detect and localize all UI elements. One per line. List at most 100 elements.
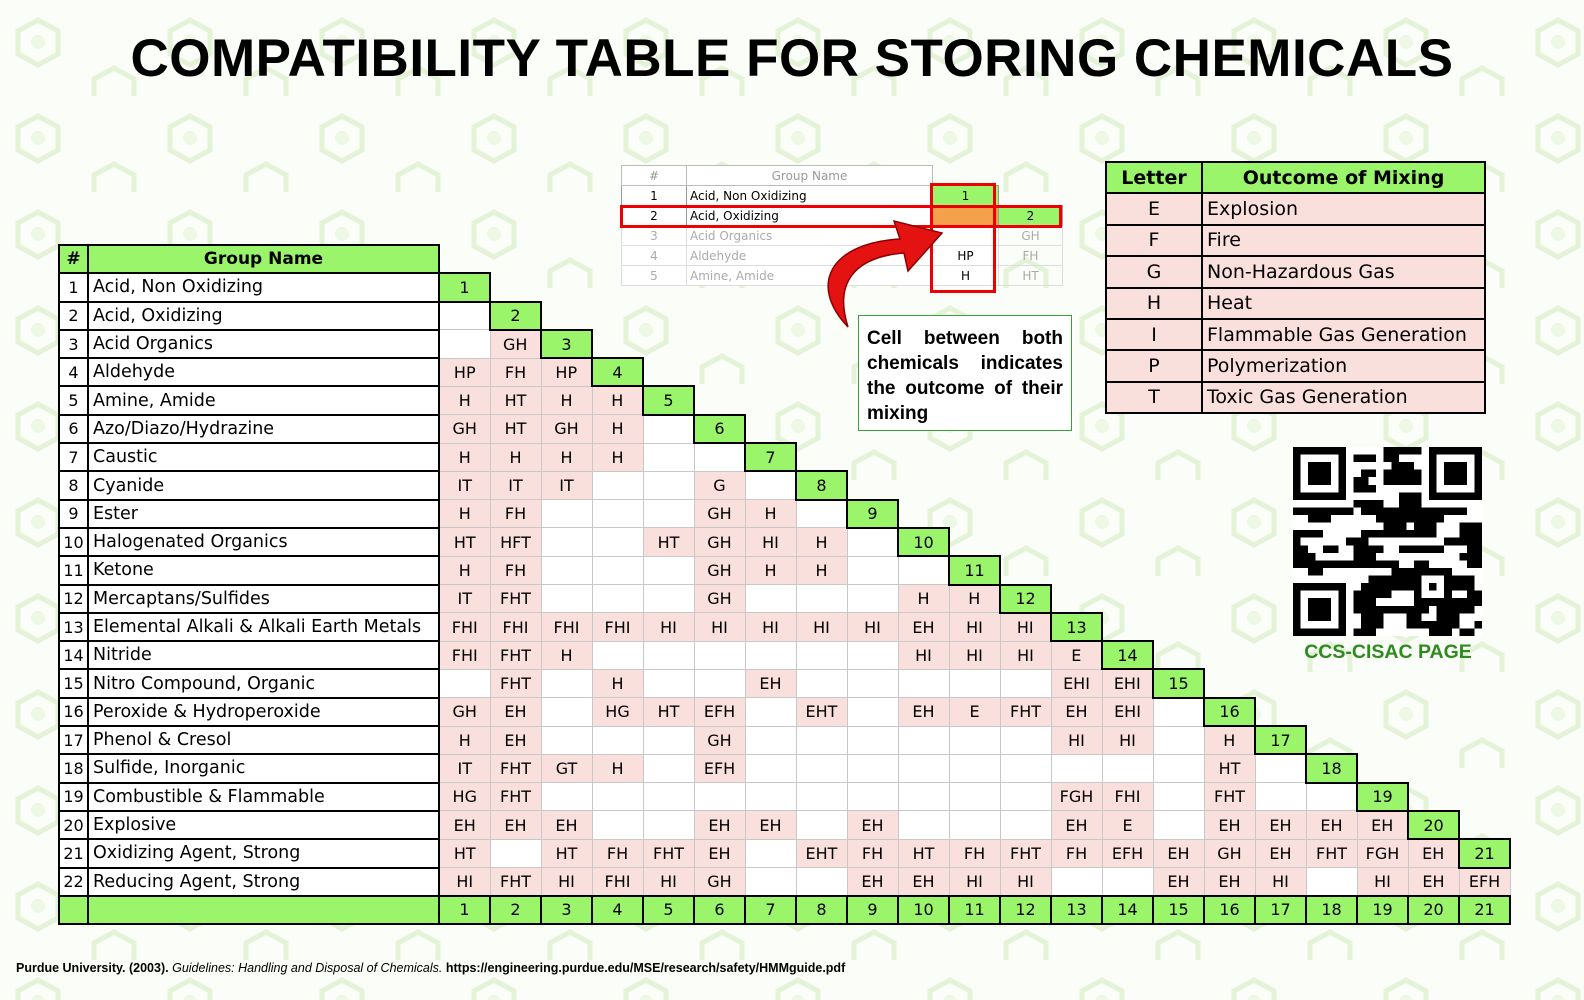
outcome-cell: HFT — [489, 527, 542, 557]
outcome-cell — [1254, 782, 1307, 812]
spacer-cell — [1153, 500, 1204, 528]
footer-group-number: 20 — [1407, 894, 1460, 926]
footer-group-number: 7 — [744, 894, 797, 926]
group-row: 22 Reducing Agent, Strong HI FHT HI FHI HI GH EH… — [58, 866, 1511, 897]
outcome-cell — [846, 782, 899, 812]
group-number: 18 — [58, 753, 89, 784]
group-row: 4 Aldehyde HP FH HP 4 — [58, 357, 1510, 388]
footer-group-number: 19 — [1356, 894, 1409, 926]
legend-outcome: Explosion — [1201, 192, 1486, 226]
outcome-cell: FHT — [999, 697, 1052, 727]
spacer-cell — [1408, 698, 1459, 726]
outcome-cell — [540, 499, 593, 529]
example-cell: FH — [998, 245, 1063, 266]
spacer-cell — [1408, 754, 1459, 782]
outcome-cell — [642, 470, 695, 501]
spacer-cell — [1204, 500, 1255, 528]
group-row: 2 Acid, Oxidizing 2 — [58, 300, 1510, 331]
outcome-cell: GH — [438, 414, 491, 444]
qr-label: CCS-CISAC PAGE — [1304, 641, 1472, 663]
spacer-cell — [1153, 613, 1204, 641]
legend-row: F Fire — [1105, 223, 1486, 258]
outcome-cell — [540, 527, 593, 557]
group-name: Peroxide & Hydroperoxide — [87, 696, 440, 728]
group-number: 21 — [58, 838, 89, 869]
outcome-cell — [795, 810, 848, 840]
spacer-cell — [1153, 641, 1204, 669]
outcome-cell: HI — [1101, 725, 1154, 755]
outcome-cell: H — [744, 555, 797, 586]
spacer-cell — [1459, 698, 1510, 726]
outcome-cell: H — [438, 555, 491, 586]
group-name: Azo/Diazo/Hydrazine — [87, 413, 440, 445]
spacer-cell — [1102, 443, 1153, 471]
outcome-cell — [744, 782, 797, 812]
outcome-cell: H — [897, 584, 950, 614]
legend-letter: G — [1105, 255, 1203, 289]
group-name: Acid, Oxidizing — [87, 300, 440, 331]
outcome-cell — [897, 782, 950, 812]
outcome-cell: EH — [744, 810, 797, 840]
outcome-cell — [948, 782, 1001, 812]
outcome-cell — [744, 470, 797, 501]
spacer-cell — [1102, 556, 1153, 584]
spacer-cell — [1204, 613, 1255, 641]
outcome-cell: EH — [1152, 838, 1205, 869]
footer-group-number: 17 — [1254, 894, 1307, 926]
example-header-name: Group Name — [686, 165, 933, 186]
outcome-cell — [999, 668, 1052, 699]
legend-outcome: Non-Hazardous Gas — [1201, 255, 1486, 289]
outcome-cell: HG — [438, 782, 491, 812]
diagonal-group-number: 17 — [1254, 725, 1307, 756]
citation-author: Purdue University. (2003). — [16, 961, 169, 975]
group-row: 10 Halogenated Organics HT HFT HT GH HI H 10 — [58, 526, 1510, 558]
footer-group-number: 2 — [489, 894, 542, 926]
diagonal-group-number: 4 — [591, 357, 644, 388]
diagonal-group-number: 20 — [1407, 809, 1460, 841]
spacer-cell — [949, 500, 1000, 528]
footer-group-number: 5 — [642, 894, 695, 926]
outcome-cell: EH — [744, 668, 797, 699]
outcome-cell: HI — [642, 612, 695, 642]
group-row: 9 Ester H FH GH H 9 — [58, 498, 1510, 529]
outcome-cell: IT — [540, 470, 593, 501]
legend-header-outcome: Outcome of Mixing — [1201, 160, 1486, 195]
outcome-cell: HT — [642, 527, 695, 557]
group-number: 7 — [58, 442, 89, 473]
spacer-cell — [796, 443, 847, 471]
group-row: 13 Elemental Alkali & Alkali Earth Metals… — [58, 611, 1510, 643]
outcome-cell: EH — [1407, 867, 1460, 897]
outcome-cell: FGH — [1050, 782, 1103, 812]
example-name: Acid Organics — [686, 225, 933, 246]
outcome-cell: EHI — [1101, 697, 1154, 727]
spacer-cell — [949, 443, 1000, 471]
outcome-cell: FHT — [489, 867, 542, 897]
group-row: 3 Acid Organics GH 3 — [58, 328, 1510, 360]
outcome-cell: HT — [642, 697, 695, 727]
group-name: Halogenated Organics — [87, 526, 440, 558]
highlight-row-box — [620, 205, 1062, 228]
diagonal-group-number: 18 — [1305, 753, 1358, 784]
outcome-cell: FHT — [1203, 782, 1256, 812]
legend-row: H Heat — [1105, 286, 1486, 320]
spacer-cell — [1051, 443, 1102, 471]
group-row: 20 Explosive EH EH EH EH EH EH EH E EH EH EH EH 20 — [58, 809, 1510, 841]
diagonal-group-number: 21 — [1458, 838, 1511, 869]
compatibility-table: # Group Name 1 Acid, Non Oxidizing 1 2 Acid, O… — [58, 243, 1511, 926]
group-name: Nitro Compound, Organic — [87, 668, 440, 699]
outcome-cell: FHT — [999, 838, 1052, 869]
footer-group-number: 12 — [999, 894, 1052, 926]
outcome-cell: GH — [540, 414, 593, 444]
spacer-cell — [1051, 500, 1102, 528]
outcome-cell — [744, 838, 797, 869]
spacer-cell — [796, 386, 847, 414]
spacer-cell — [1306, 698, 1357, 726]
outcome-cell — [438, 329, 491, 359]
outcome-cell: H — [591, 442, 644, 472]
diagonal-group-number: 5 — [642, 385, 695, 416]
outcome-cell: EH — [1254, 838, 1307, 869]
outcome-cell — [591, 555, 644, 586]
outcome-cell — [846, 697, 899, 727]
outcome-cell: H — [489, 442, 542, 472]
outcome-cell: H — [438, 442, 491, 472]
